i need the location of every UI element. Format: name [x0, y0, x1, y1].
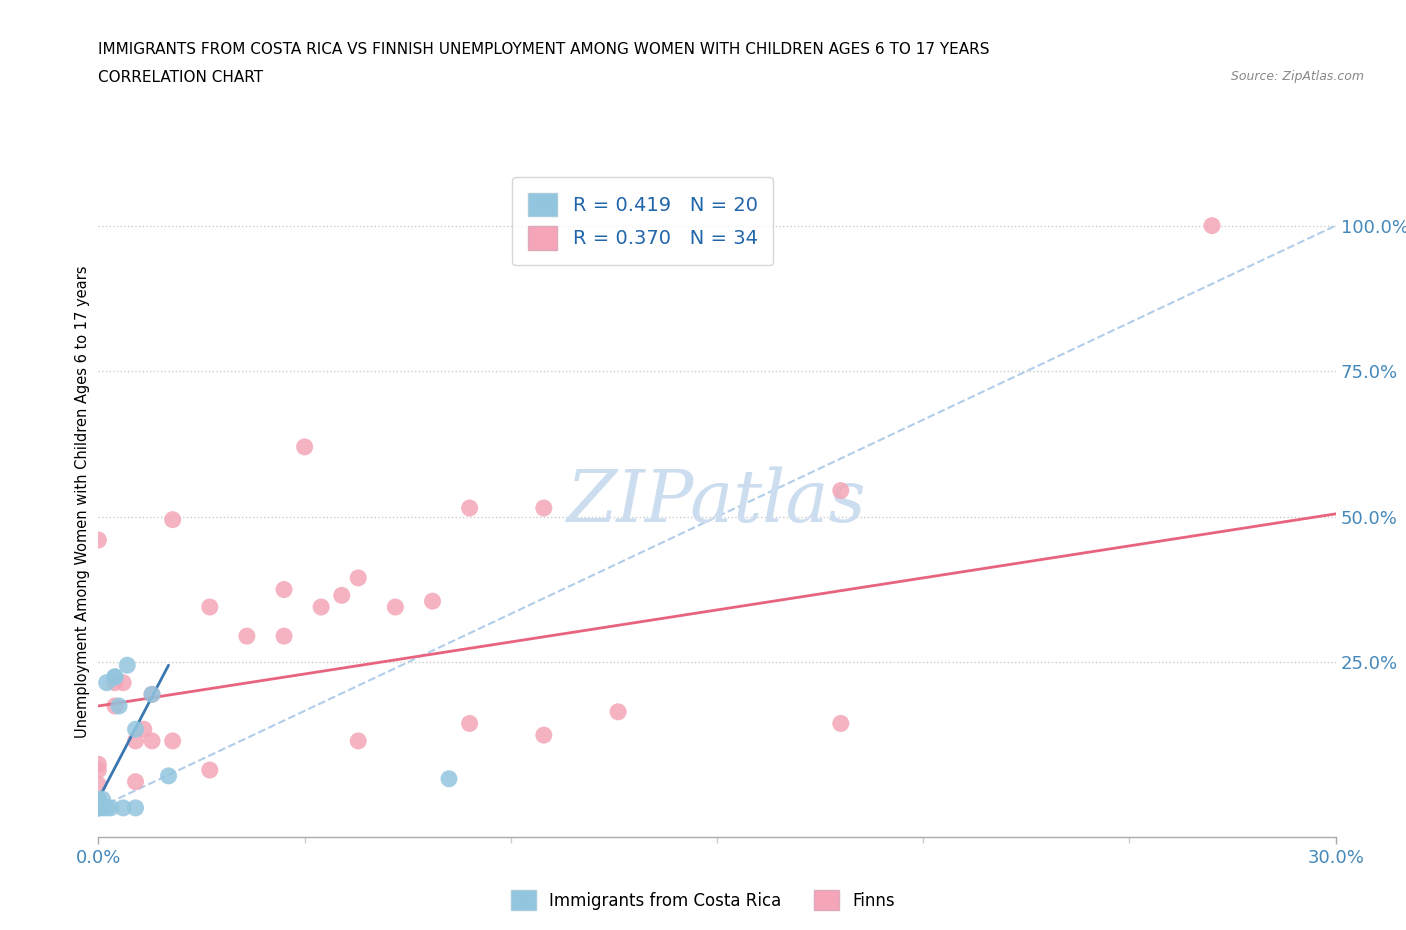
- Point: [347, 570, 370, 585]
- Point: [91, 791, 114, 806]
- Text: IMMIGRANTS FROM COSTA RICA VS FINNISH UNEMPLOYMENT AMONG WOMEN WITH CHILDREN AGE: IMMIGRANTS FROM COSTA RICA VS FINNISH UN…: [98, 42, 990, 57]
- Point: [236, 629, 259, 644]
- Text: Source: ZipAtlas.com: Source: ZipAtlas.com: [1230, 70, 1364, 83]
- Point: [87, 801, 110, 816]
- Point: [347, 734, 370, 749]
- Point: [830, 716, 852, 731]
- Point: [198, 600, 221, 615]
- Point: [124, 734, 146, 749]
- Point: [108, 698, 131, 713]
- Point: [104, 675, 127, 690]
- Point: [87, 757, 110, 772]
- Point: [141, 687, 163, 702]
- Y-axis label: Unemployment Among Women with Children Ages 6 to 17 years: Unemployment Among Women with Children A…: [75, 266, 90, 738]
- Point: [87, 791, 110, 806]
- Text: CORRELATION CHART: CORRELATION CHART: [98, 70, 263, 85]
- Point: [117, 658, 139, 672]
- Point: [294, 440, 316, 455]
- Point: [87, 777, 110, 792]
- Point: [533, 727, 555, 742]
- Point: [162, 734, 184, 749]
- Point: [458, 500, 481, 515]
- Legend: Immigrants from Costa Rica, Finns: Immigrants from Costa Rica, Finns: [503, 884, 903, 917]
- Point: [87, 801, 110, 816]
- Point: [309, 600, 332, 615]
- Point: [330, 588, 353, 603]
- Point: [141, 687, 163, 702]
- Point: [104, 670, 127, 684]
- Point: [124, 775, 146, 790]
- Text: ZIPatlas: ZIPatlas: [567, 467, 868, 538]
- Point: [104, 698, 127, 713]
- Point: [1201, 219, 1223, 233]
- Point: [96, 675, 118, 690]
- Point: [87, 533, 110, 548]
- Point: [87, 798, 110, 813]
- Point: [422, 593, 444, 608]
- Point: [100, 801, 122, 816]
- Point: [162, 512, 184, 527]
- Point: [91, 801, 114, 816]
- Point: [273, 582, 295, 597]
- Point: [437, 771, 460, 786]
- Point: [132, 722, 155, 737]
- Point: [87, 801, 110, 816]
- Point: [198, 763, 221, 777]
- Legend: R = 0.419   N = 20, R = 0.370   N = 34: R = 0.419 N = 20, R = 0.370 N = 34: [512, 177, 773, 265]
- Point: [87, 763, 110, 777]
- Point: [104, 670, 127, 684]
- Point: [273, 629, 295, 644]
- Point: [124, 722, 146, 737]
- Point: [112, 801, 135, 816]
- Point: [533, 500, 555, 515]
- Point: [141, 734, 163, 749]
- Point: [458, 716, 481, 731]
- Point: [384, 600, 406, 615]
- Point: [112, 675, 135, 690]
- Point: [830, 483, 852, 498]
- Point: [124, 801, 146, 816]
- Point: [96, 801, 118, 816]
- Point: [157, 768, 180, 783]
- Point: [607, 704, 630, 719]
